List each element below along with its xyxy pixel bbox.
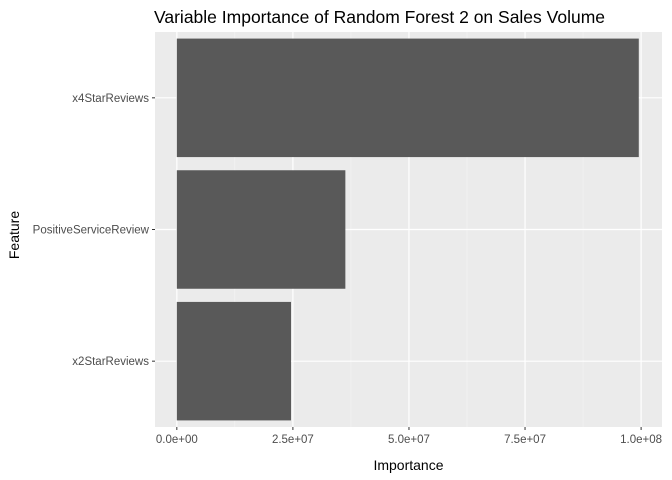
x-tick-label: 0.0e+00 [156, 434, 198, 446]
x-tick-label: 2.5e+07 [272, 434, 314, 446]
chart-title: Variable Importance of Random Forest 2 o… [154, 7, 605, 27]
x-tick-label: 7.5e+07 [504, 434, 546, 446]
x-axis-title: Importance [373, 457, 443, 473]
x-tick-label: 5.0e+07 [388, 434, 430, 446]
y-axis-title: Feature [6, 211, 22, 259]
y-axis: x4StarReviews PositiveServiceReview x2Star… [33, 93, 155, 368]
bar-x2StarReviews [176, 301, 292, 421]
bar-x4StarReviews [176, 38, 639, 158]
y-tick-label: x4StarReviews [72, 93, 149, 105]
bars [176, 38, 639, 421]
y-tick-label: x2StarReviews [72, 356, 149, 368]
x-axis: 0.0e+00 2.5e+07 5.0e+07 7.5e+07 1.0e+08 [156, 427, 662, 446]
bar-PositiveServiceReview [176, 170, 346, 289]
x-tick-label: 1.0e+08 [620, 434, 662, 446]
y-tick-label: PositiveServiceReview [33, 225, 150, 237]
